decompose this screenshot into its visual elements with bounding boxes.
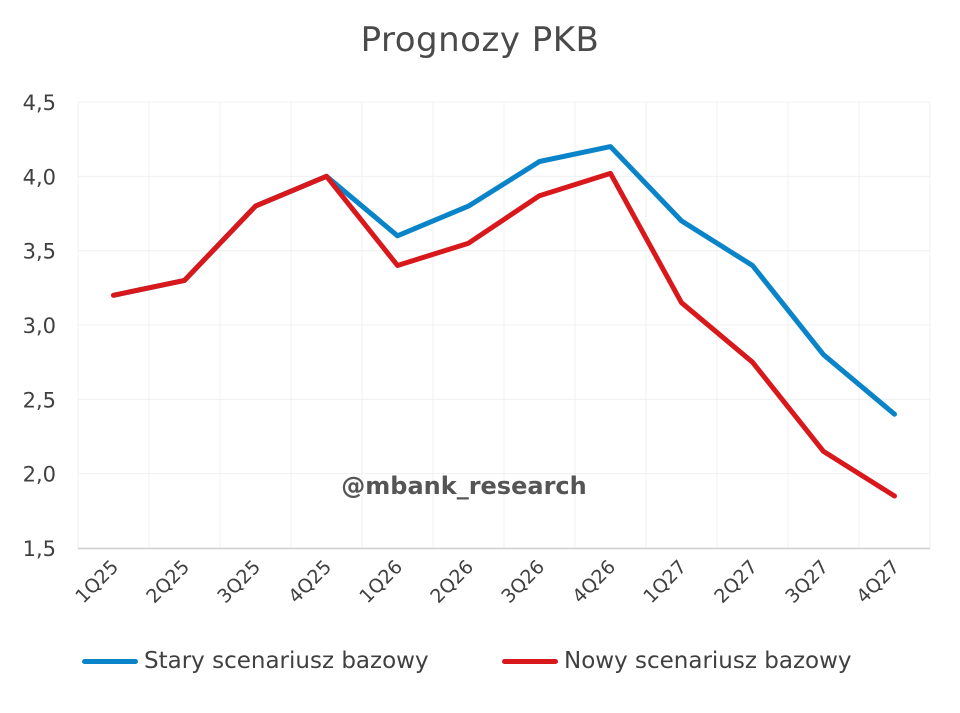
watermark: @mbank_research — [341, 472, 586, 500]
legend-swatch-red — [502, 658, 558, 664]
y-tick-label: 3,0 — [23, 314, 56, 338]
y-axis-ticks: 1,5 2,0 2,5 3,0 3,5 4,0 4,5 — [23, 91, 56, 561]
y-tick-label: 2,0 — [23, 463, 56, 487]
x-tick-label: 4Q27 — [852, 556, 904, 608]
series-lines — [111, 144, 897, 499]
x-tick-label: 4Q25 — [284, 556, 336, 608]
legend-item-old: Stary scenariusz bazowy — [82, 648, 429, 674]
y-tick-label: 4,5 — [23, 91, 56, 115]
y-tick-label: 2,5 — [23, 388, 56, 412]
y-tick-label: 3,5 — [23, 240, 56, 264]
legend-item-new: Nowy scenariusz bazowy — [502, 648, 852, 674]
y-tick-label: 4,0 — [23, 165, 56, 189]
series-line-new — [111, 170, 897, 499]
x-tick-label: 1Q26 — [355, 556, 407, 608]
x-tick-label: 4Q26 — [568, 556, 620, 608]
x-tick-label: 2Q25 — [142, 556, 194, 608]
x-tick-label: 3Q26 — [497, 556, 549, 608]
legend-label: Stary scenariusz bazowy — [144, 648, 429, 674]
x-axis-ticks: 1Q25 2Q25 3Q25 4Q25 1Q26 2Q26 3Q26 4Q26 1Q27 2Q27… — [71, 556, 904, 608]
legend-label: Nowy scenariusz bazowy — [564, 648, 852, 674]
x-tick-label: 2Q27 — [710, 556, 762, 608]
y-tick-label: 1,5 — [23, 537, 56, 561]
x-tick-label: 3Q25 — [213, 556, 265, 608]
x-tick-label: 3Q27 — [781, 556, 833, 608]
x-tick-label: 1Q27 — [639, 556, 691, 608]
legend-swatch-blue — [82, 658, 138, 664]
chart-title: Prognozy PKB — [360, 20, 600, 60]
x-tick-label: 1Q25 — [71, 556, 123, 608]
x-tick-label: 2Q26 — [426, 556, 478, 608]
